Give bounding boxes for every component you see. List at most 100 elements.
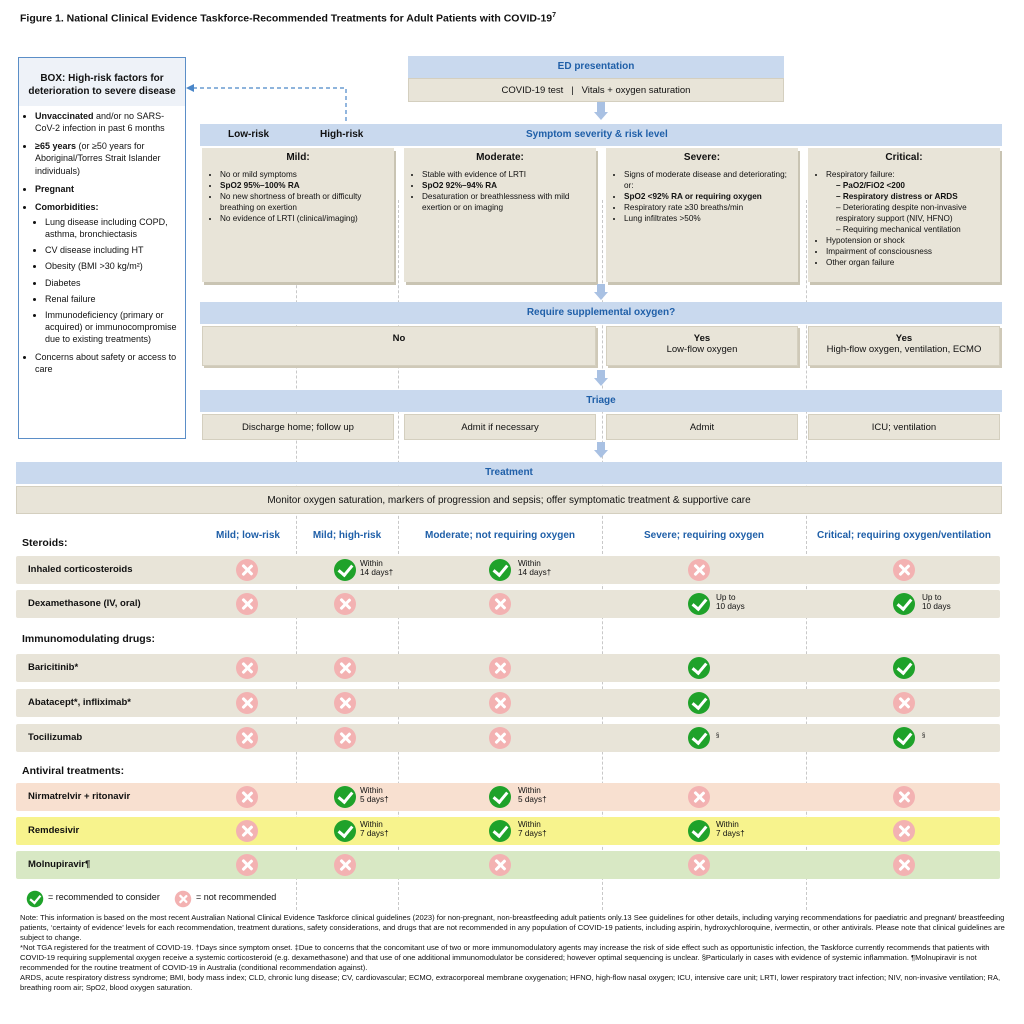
critical-item: Impairment of consciousness xyxy=(826,246,994,257)
flow-arrow xyxy=(597,370,605,378)
row-remdesivir: Remdesivir Within 7 days† Within 7 days† W… xyxy=(16,817,1000,845)
mild-title: Mild: xyxy=(286,152,310,163)
section-antivirals: Antiviral treatments: xyxy=(22,765,125,777)
comorbidity: Lung disease including COPD, asthma, bro… xyxy=(45,216,179,240)
not-recommended-icon xyxy=(236,692,258,714)
flow-arrow xyxy=(597,284,605,292)
flow-arrow xyxy=(597,102,605,112)
not-recommended-icon xyxy=(236,657,258,679)
oxygen-yes-low: Yes Low-flow oxygen xyxy=(606,326,798,366)
col-severe: Severe; requiring oxygen xyxy=(643,530,765,541)
row-abatacept-infliximab: Abatacept*, infliximab* xyxy=(16,689,1000,717)
drug-name: Dexamethasone (IV, oral) xyxy=(28,598,141,609)
severity-heading: Symptom severity & risk level xyxy=(526,129,668,140)
footnote-mark: § xyxy=(922,733,926,739)
flow-arrow-head xyxy=(594,292,608,300)
not-recommended-icon xyxy=(334,692,356,714)
mild-box: Mild: No or mild symptoms SpO2 95%–100% … xyxy=(202,148,394,282)
recommended-icon xyxy=(688,692,710,714)
risk-factor-comorbidities: Comorbidities: Lung disease including CO… xyxy=(35,201,179,345)
mild-item: No new shortness of breath or difficulty… xyxy=(220,191,388,213)
not-recommended-icon xyxy=(236,593,258,615)
not-recommended-icon xyxy=(236,820,258,842)
recommended-icon xyxy=(893,657,915,679)
recommended-icon xyxy=(688,657,710,679)
legend-no-label: = not recommended xyxy=(196,892,277,902)
not-recommended-icon xyxy=(893,854,915,876)
timing-note: Up to 10 days xyxy=(716,593,745,612)
not-recommended-icon xyxy=(688,786,710,808)
not-recommended-icon xyxy=(236,786,258,808)
not-recommended-icon xyxy=(236,854,258,876)
mild-item: No evidence of LRTI (clinical/imaging) xyxy=(220,213,388,224)
risk-factor-list: Unvaccinated and/or no SARS-CoV-2 infect… xyxy=(19,106,185,376)
column-guide xyxy=(296,200,297,910)
not-recommended-icon xyxy=(893,559,915,581)
recommended-icon xyxy=(334,559,356,581)
timing-note: Within 14 days† xyxy=(518,559,552,578)
flow-arrow-head xyxy=(594,450,608,458)
not-recommended-icon xyxy=(893,786,915,808)
flow-arrow xyxy=(597,442,605,450)
critical-subitem: Deteriorating despite non-invasive respi… xyxy=(836,202,988,224)
treatment-content: Monitor oxygen saturation, markers of pr… xyxy=(16,486,1002,514)
severe-box: Severe: Signs of moderate disease and de… xyxy=(606,148,798,282)
severe-item: Signs of moderate disease and deteriorat… xyxy=(624,169,792,191)
triage-heading: Triage xyxy=(200,390,1002,412)
box-heading: BOX: High-risk factors for deterioration… xyxy=(19,58,185,106)
recommended-icon xyxy=(26,890,44,908)
footnote-mark: § xyxy=(716,733,720,739)
timing-note: Within 7 days† xyxy=(716,820,745,839)
recommended-icon xyxy=(893,727,915,749)
risk-factor: Unvaccinated and/or no SARS-CoV-2 infect… xyxy=(35,110,179,134)
moderate-title: Moderate: xyxy=(476,152,524,163)
not-recommended-icon xyxy=(334,657,356,679)
comorbidity: Immunodeficiency (primary or acquired) o… xyxy=(45,309,179,345)
recommended-icon xyxy=(489,820,511,842)
risk-factor: Concerns about safety or access to care xyxy=(35,351,179,375)
critical-intro: Respiratory failure: PaO2/FiO2 <200 Resp… xyxy=(826,169,994,235)
oxygen-no: No xyxy=(202,326,596,366)
drug-name: Baricitinib* xyxy=(28,662,79,673)
recommended-icon xyxy=(489,559,511,581)
timing-note: Within 5 days† xyxy=(360,786,389,805)
critical-box: Critical: Respiratory failure: PaO2/FiO2… xyxy=(808,148,1000,282)
recommended-icon xyxy=(334,820,356,842)
severe-item: Respiratory rate ≥30 breaths/min xyxy=(624,202,792,213)
treatment-heading: Treatment xyxy=(16,462,1002,484)
critical-subitem: Requiring mechanical ventilation xyxy=(836,224,988,235)
recommended-icon xyxy=(688,820,710,842)
high-risk-label: High-risk xyxy=(320,129,364,140)
timing-note: Within 14 days† xyxy=(360,559,394,578)
box-connector-arrow xyxy=(186,84,347,128)
moderate-item: Desaturation or breathlessness with mild… xyxy=(422,191,590,213)
not-recommended-icon xyxy=(893,820,915,842)
column-guide xyxy=(806,200,807,910)
recommended-icon xyxy=(334,786,356,808)
footnote-symbols: *Not TGA registered for the treatment of… xyxy=(20,943,990,973)
recommended-icon xyxy=(688,727,710,749)
triage-discharge: Discharge home; follow up xyxy=(202,414,394,440)
not-recommended-icon xyxy=(489,593,511,615)
col-mild-high: Mild; high-risk xyxy=(312,530,382,541)
severe-title: Severe: xyxy=(683,152,721,163)
comorbidity: Renal failure xyxy=(45,293,179,305)
not-recommended-icon xyxy=(688,559,710,581)
ed-presentation-heading: ED presentation xyxy=(408,56,784,78)
footnotes: Note: This information is based on the m… xyxy=(20,913,1010,993)
not-recommended-icon xyxy=(489,854,511,876)
figure-title: Figure 1. National Clinical Evidence Tas… xyxy=(20,12,557,25)
column-guide xyxy=(602,200,603,910)
critical-subitem: Respiratory distress or ARDS xyxy=(836,191,988,202)
oxygen-yes-high: Yes High-flow oxygen, ventilation, ECMO xyxy=(808,326,1000,366)
row-tocilizumab: Tocilizumab § § xyxy=(16,724,1000,752)
triage-icu: ICU; ventilation xyxy=(808,414,1000,440)
comorbidity: CV disease including HT xyxy=(45,244,179,256)
drug-name: Abatacept*, infliximab* xyxy=(28,697,131,708)
timing-note: Up to 10 days xyxy=(922,593,951,612)
footnote-abbreviations: ARDS, acute respiratory distress syndrom… xyxy=(20,973,1001,993)
low-risk-label: Low-risk xyxy=(228,129,270,140)
moderate-box: Moderate: Stable with evidence of LRTI S… xyxy=(404,148,596,282)
not-recommended-icon xyxy=(174,890,192,908)
not-recommended-icon xyxy=(334,593,356,615)
